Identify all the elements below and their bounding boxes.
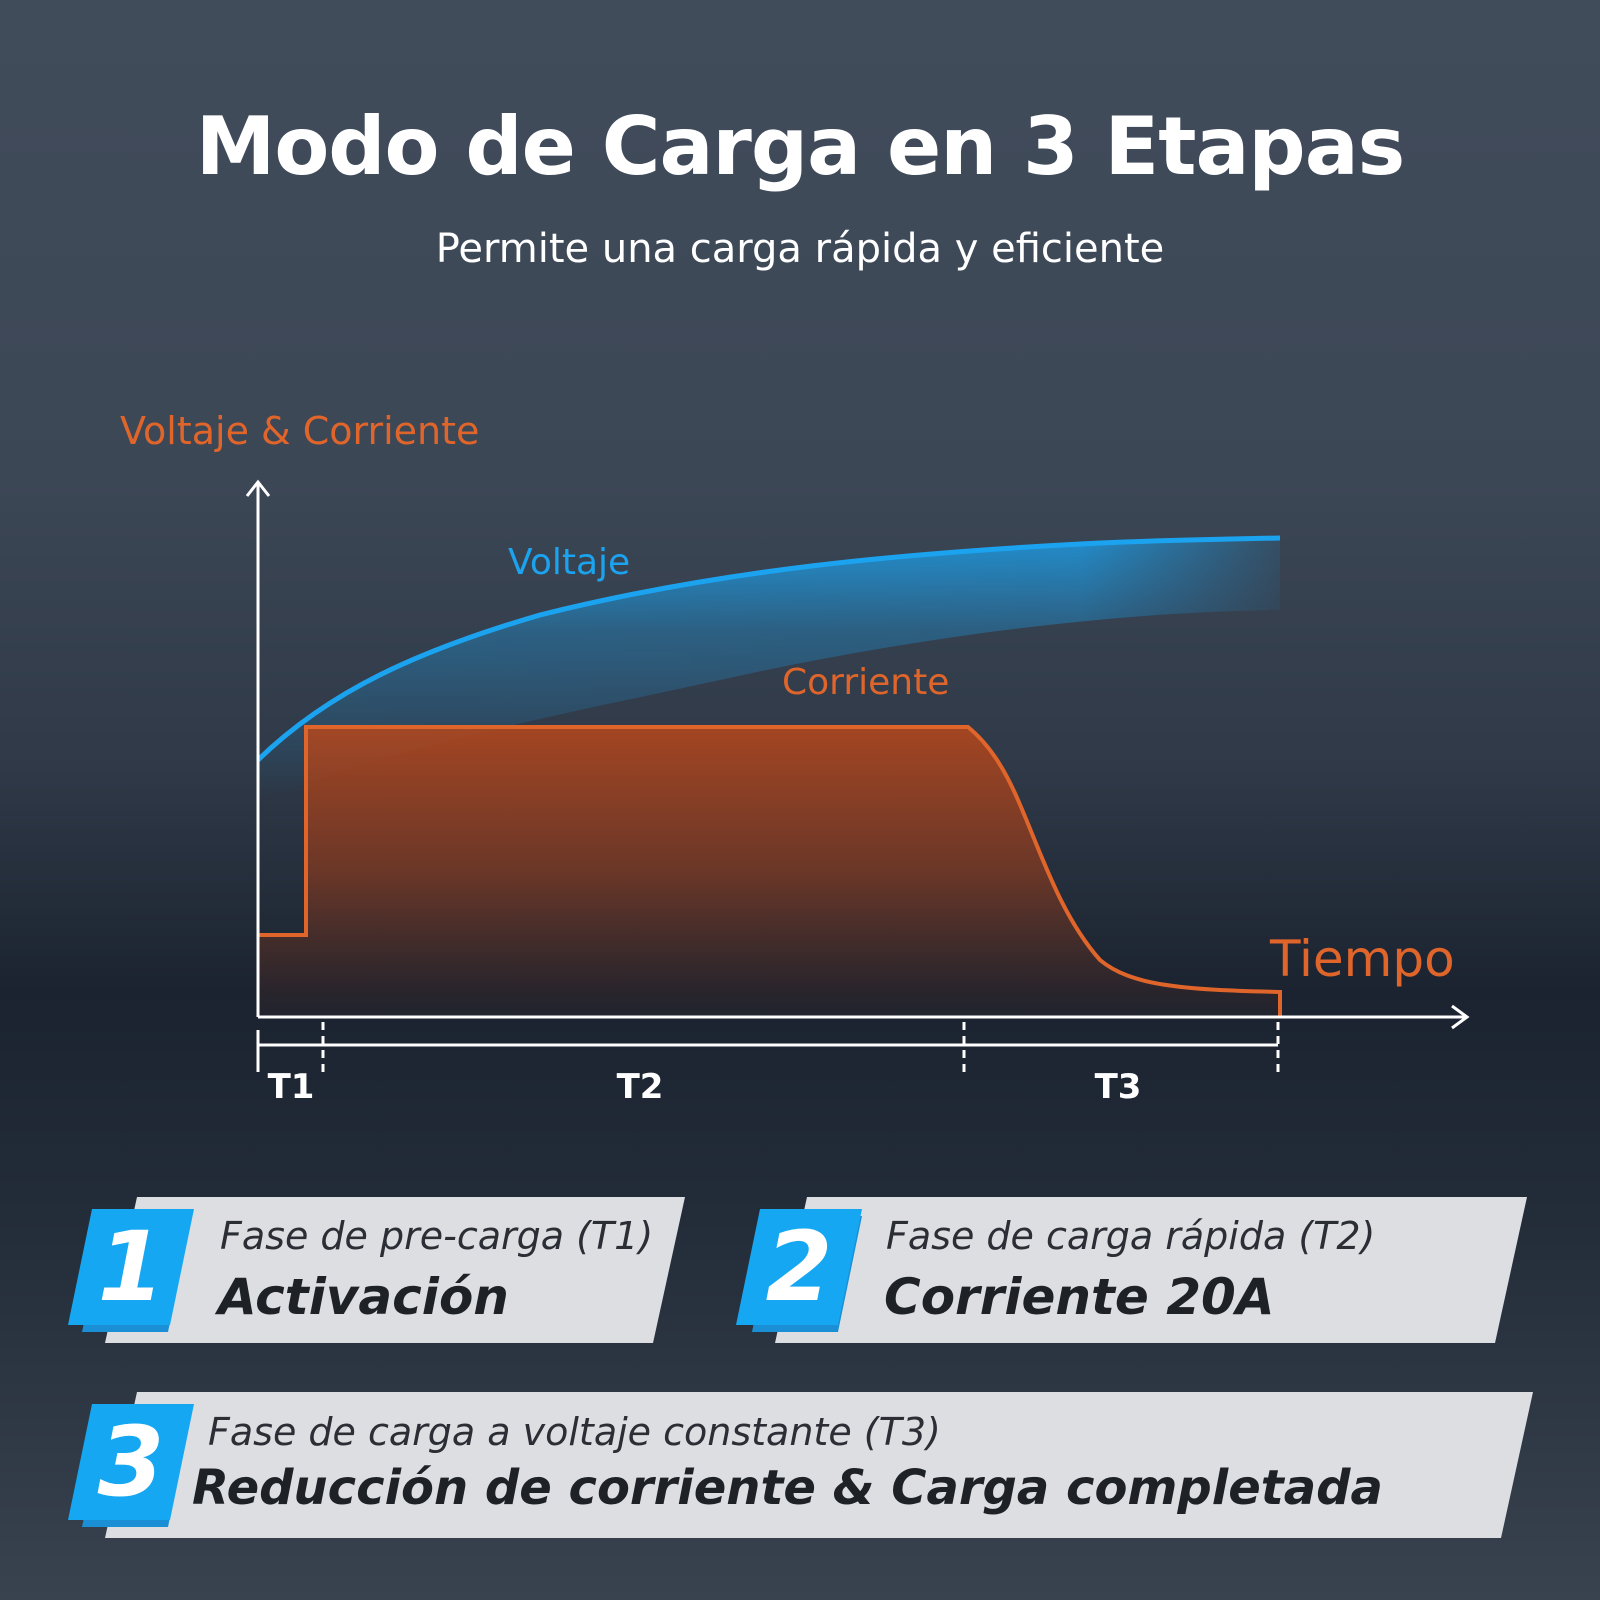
phase-card-title: Activación [218,1268,509,1326]
current-curve [258,725,1282,1017]
current-label: Corriente [782,662,949,703]
x-axis-arrow [1451,1004,1470,1030]
phase-number-badge: 1 [68,1209,194,1325]
voltage-label: Voltaje [508,542,630,583]
x-axis-label: Tiempo [1269,930,1455,988]
phase-number-badge: 2 [736,1209,862,1325]
y-axis-label: Voltaje & Corriente [120,409,479,453]
voltage-curve [256,535,1281,762]
voltage-fill [258,538,1280,800]
phase-card-subtitle: Fase de carga rápida (T2) [886,1214,1376,1258]
phase-label-t1: T1 [268,1067,315,1107]
phase-card-subtitle: Fase de pre-carga (T1) [220,1214,654,1258]
page-title: Modo de Carga en 3 Etapas [195,100,1406,193]
phase-card-title: Reducción de corriente & Carga completad… [192,1460,1383,1516]
phase-number-badge: 3 [68,1404,194,1520]
page-subtitle: Permite una carga rápida y eficiente [435,226,1165,272]
phase-card-title: Corriente 20A [884,1268,1275,1326]
phase-card-subtitle: Fase de carga a voltaje constante (T3) [208,1410,941,1454]
current-fill [258,727,1280,1017]
phase-label-t3: T3 [1095,1067,1142,1107]
y-axis-arrow [245,479,271,497]
phase-label-t2: T2 [617,1067,664,1107]
